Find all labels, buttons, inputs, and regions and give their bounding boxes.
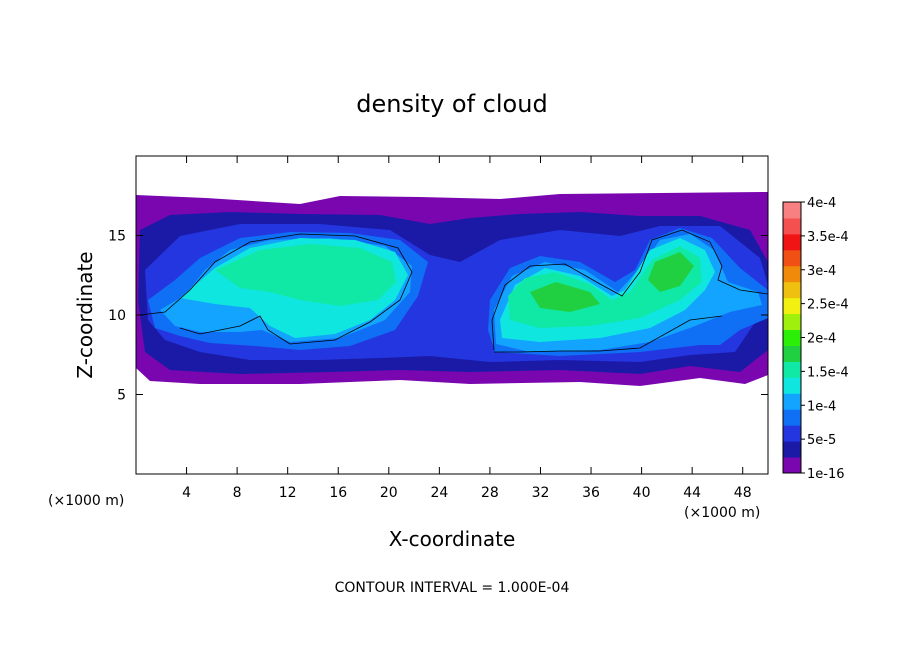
x-unit-right: (×1000 m) bbox=[684, 505, 760, 521]
colorbar-label: 5e-5 bbox=[807, 433, 836, 448]
colorbar-swatch bbox=[783, 281, 801, 299]
colorbar-swatch bbox=[783, 313, 801, 331]
colorbar-swatch bbox=[783, 249, 801, 267]
colorbar bbox=[782, 201, 802, 474]
x-tick-label: 8 bbox=[233, 485, 242, 501]
colorbar-label: 1e-16 bbox=[807, 467, 845, 482]
x-tick-label: 24 bbox=[430, 485, 448, 501]
colorbar-swatch bbox=[783, 409, 801, 426]
contour-interval-note: CONTOUR INTERVAL = 1.000E-04 bbox=[335, 580, 570, 596]
x-tick-label: 36 bbox=[582, 485, 600, 501]
colorbar-label: 4e-4 bbox=[807, 196, 836, 211]
y-tick-label: 15 bbox=[108, 229, 126, 245]
colorbar-swatch bbox=[783, 361, 801, 378]
y-tick-label: 5 bbox=[117, 388, 126, 404]
colorbar-swatch bbox=[783, 345, 801, 362]
density-field bbox=[136, 192, 768, 386]
colorbar-swatch bbox=[783, 297, 801, 315]
colorbar-label: 1e-4 bbox=[807, 399, 836, 414]
colorbar-swatch bbox=[783, 425, 801, 442]
x-tick-label: 40 bbox=[633, 485, 651, 501]
y-axis-label: Z-coordinate bbox=[73, 251, 97, 378]
cloud-level-8 bbox=[530, 282, 600, 312]
x-axis-ticks: 4 8 12 16 20 24 28 32 36 40 44 48 bbox=[182, 156, 752, 501]
x-tick-label: 48 bbox=[734, 485, 752, 501]
cloud-level-8b bbox=[648, 252, 694, 292]
x-tick-label: 12 bbox=[279, 485, 297, 501]
colorbar-swatch bbox=[783, 393, 801, 410]
colorbar-swatch bbox=[783, 233, 801, 251]
x-unit-left: (×1000 m) bbox=[48, 493, 124, 509]
y-axis-ticks: 5 10 15 bbox=[108, 229, 768, 404]
x-tick-label: 32 bbox=[532, 485, 550, 501]
contour-base bbox=[494, 315, 723, 353]
x-tick-label: 4 bbox=[182, 485, 191, 501]
colorbar-label: 3.5e-4 bbox=[807, 230, 849, 245]
x-tick-label: 16 bbox=[329, 485, 347, 501]
colorbar-label: 2e-4 bbox=[807, 332, 836, 347]
x-tick-label: 20 bbox=[380, 485, 398, 501]
colorbar-swatch bbox=[783, 329, 801, 346]
contour-right bbox=[491, 229, 768, 351]
colorbar-swatch bbox=[783, 265, 801, 283]
chart-title: density of cloud bbox=[356, 90, 547, 118]
x-tick-label: 44 bbox=[683, 485, 701, 501]
x-tick-label: 28 bbox=[481, 485, 499, 501]
colorbar-label: 1.5e-4 bbox=[807, 365, 849, 380]
colorbar-swatch bbox=[783, 202, 801, 219]
contour-left bbox=[139, 233, 413, 345]
colorbar-label: 3e-4 bbox=[807, 264, 836, 279]
colorbar-swatch bbox=[783, 457, 801, 474]
colorbar-swatch bbox=[783, 377, 801, 394]
cloud-level-7 bbox=[215, 244, 396, 306]
colorbar-label: 2.5e-4 bbox=[807, 298, 849, 313]
colorbar-swatch bbox=[783, 441, 801, 458]
y-tick-label: 10 bbox=[108, 308, 126, 324]
colorbar-labels: 1e-16 5e-5 1e-4 1.5e-4 2e-4 2.5e-4 3e-4 3.5e-4 4… bbox=[801, 196, 849, 482]
x-axis-label: X-coordinate bbox=[389, 527, 516, 551]
colorbar-swatch bbox=[783, 217, 801, 235]
